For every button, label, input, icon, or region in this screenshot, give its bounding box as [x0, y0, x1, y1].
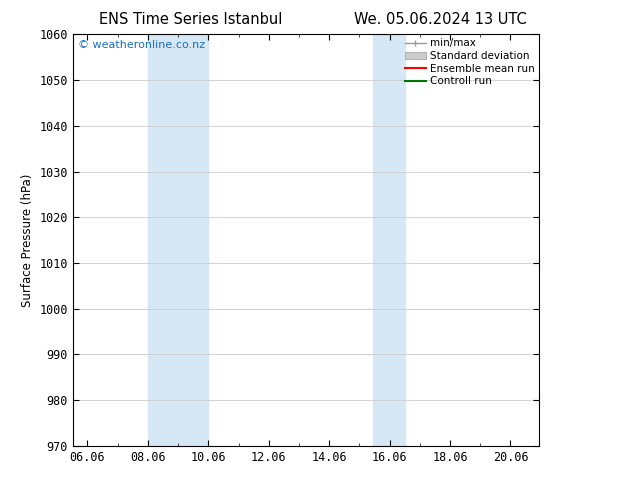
Text: We. 05.06.2024 13 UTC: We. 05.06.2024 13 UTC — [354, 12, 527, 27]
Y-axis label: Surface Pressure (hPa): Surface Pressure (hPa) — [21, 173, 34, 307]
Legend: min/max, Standard deviation, Ensemble mean run, Controll run: min/max, Standard deviation, Ensemble me… — [403, 36, 537, 88]
Text: © weatheronline.co.nz: © weatheronline.co.nz — [77, 41, 205, 50]
Bar — [373, 34, 404, 446]
Bar — [148, 34, 209, 446]
Text: ENS Time Series Istanbul: ENS Time Series Istanbul — [98, 12, 282, 27]
